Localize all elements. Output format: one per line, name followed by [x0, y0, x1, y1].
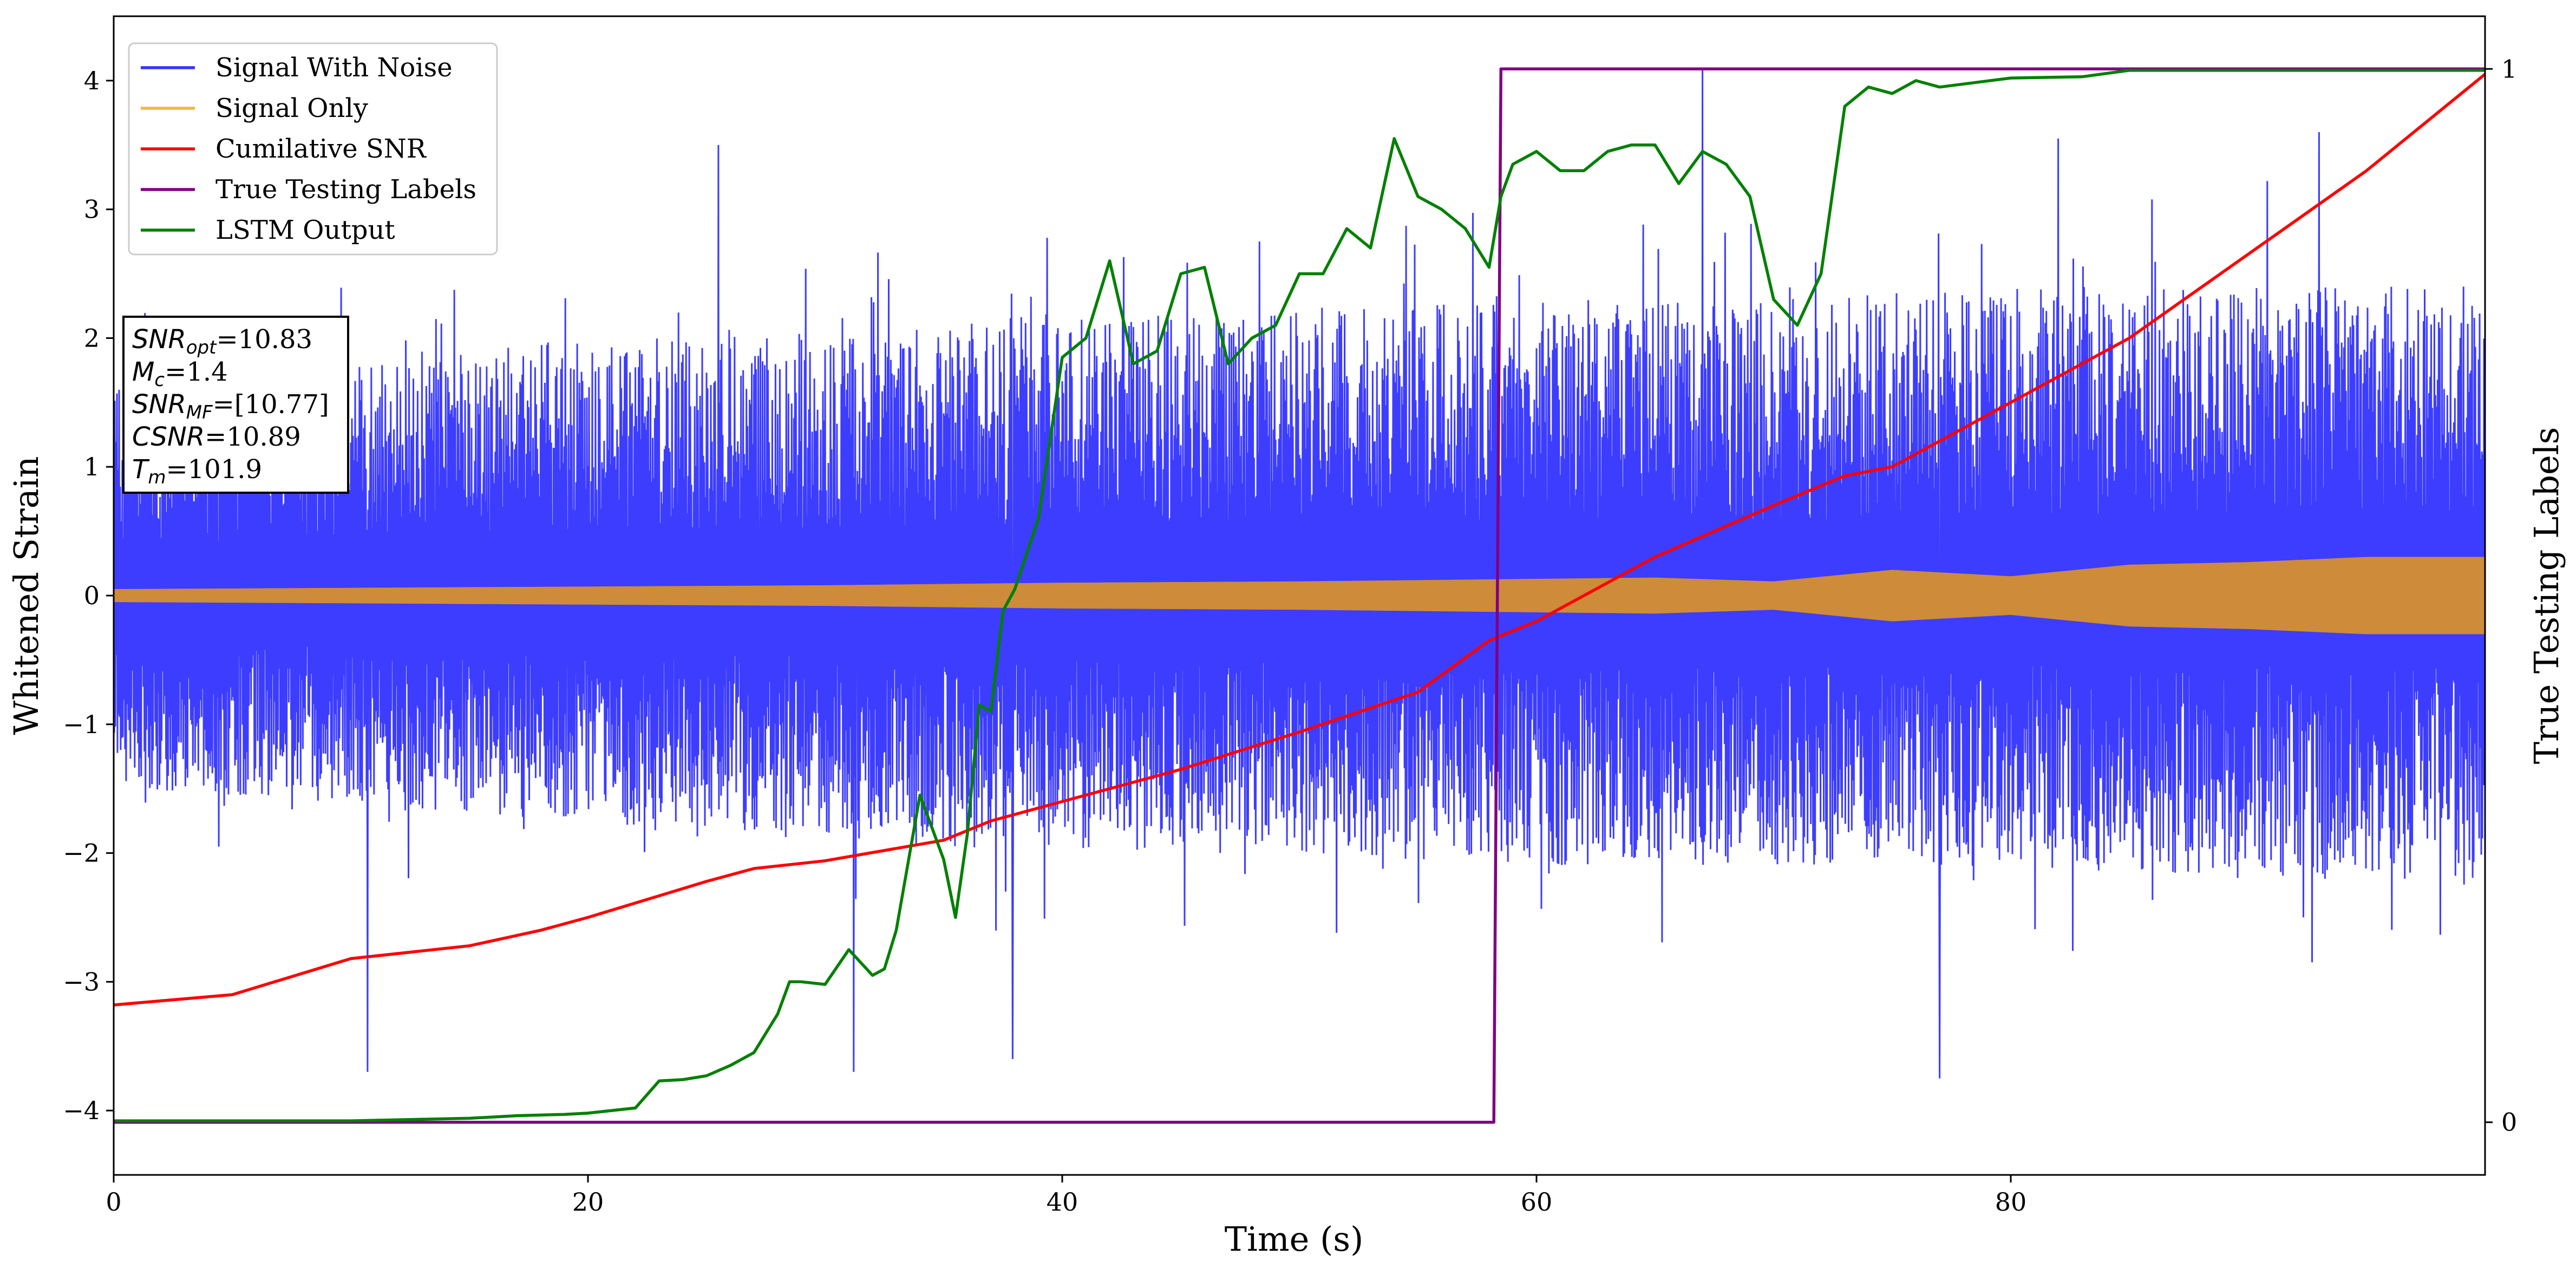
x-axis-title: Time (s)	[1225, 1219, 1364, 1259]
annotation-line: SNRopt=10.83	[132, 324, 312, 358]
x-tick-label: 0	[106, 1187, 121, 1217]
annotation-line: CSNR=10.89	[132, 422, 301, 452]
y2-tick-label: 0	[2501, 1108, 2517, 1137]
legend-label: Signal With Noise	[215, 53, 453, 83]
y-tick-label: 0	[84, 581, 100, 610]
y-tick-label: −1	[63, 710, 100, 739]
legend-label: Signal Only	[215, 93, 368, 123]
series-cumilative-snr	[114, 73, 2485, 1007]
legend-label: Cumilative SNR	[215, 134, 427, 164]
y-tick-label: 2	[84, 323, 100, 352]
series-true-testing-labels	[114, 67, 2485, 1124]
y-tick-label: −4	[63, 1096, 100, 1125]
legend: Signal With Noise Signal Only Cumilative S…	[128, 42, 498, 256]
y2-tick-label: 1	[2501, 54, 2517, 83]
y-axis-ticks: −4 −3 −2 −1 0 1 2 3 4	[63, 66, 114, 1125]
x-tick-label: 60	[1521, 1187, 1553, 1217]
y2-axis-ticks: 01	[2485, 54, 2517, 1137]
x-tick-label: 40	[1047, 1187, 1078, 1217]
legend-frame	[128, 42, 498, 256]
annotation-frame	[122, 316, 349, 494]
x-axis-ticks: 0 20 40 60 80	[106, 1175, 2026, 1217]
y-tick-label: 4	[84, 66, 100, 95]
series-layer	[114, 67, 2485, 1124]
annotation-box: SNRopt=10.83Mc=1.4SNRMF=[10.77]CSNR=10.8…	[122, 316, 349, 494]
annotation-line: Mc=1.4	[132, 357, 228, 391]
annotation-line: SNRMF=[10.77]	[132, 389, 329, 423]
series-signal-only	[114, 557, 2485, 635]
y-tick-label: 3	[84, 195, 100, 224]
y-axis-title: Whitened Strain	[6, 456, 46, 735]
x-tick-label: 80	[1995, 1187, 2027, 1217]
y-tick-label: −2	[63, 839, 100, 868]
x-tick-label: 20	[572, 1187, 604, 1217]
y-tick-label: −3	[63, 967, 100, 996]
series-lstm-output	[114, 69, 2485, 1122]
legend-label: LSTM Output	[215, 215, 395, 245]
legend-label: True Testing Labels	[215, 174, 476, 205]
y-tick-label: 1	[84, 452, 100, 481]
y2-axis-title: True Testing Labels	[2527, 427, 2566, 765]
annotation-line: Tm=101.9	[132, 454, 262, 488]
